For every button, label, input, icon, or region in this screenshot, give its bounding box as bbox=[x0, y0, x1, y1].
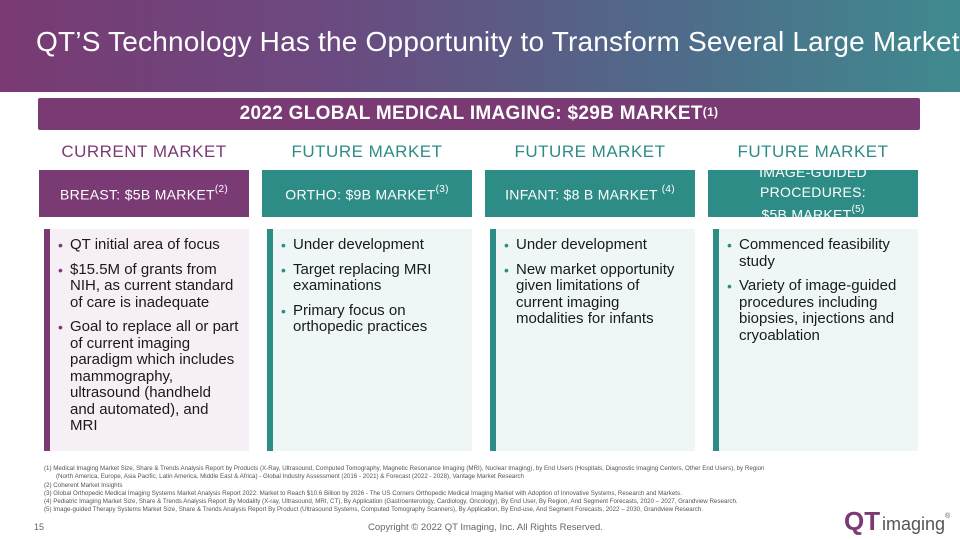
footnote: (3) Global Orthopedic Medical Imaging Sy… bbox=[44, 489, 682, 497]
bullet-item: Target replacing MRI examinations bbox=[281, 261, 462, 295]
banner-footnote-ref: (1) bbox=[702, 105, 719, 119]
slide-title: QT’S Technology Has the Opportunity to T… bbox=[36, 26, 960, 57]
bullet-item: Commenced feasibility study bbox=[727, 236, 908, 270]
copyright-text: Copyright © 2022 QT Imaging, Inc. All Ri… bbox=[368, 522, 603, 533]
footnote: (North America, Europe, Asia Pacific, La… bbox=[56, 473, 524, 481]
market-footnote-ref: (2) bbox=[214, 184, 228, 196]
footnote: (5) Image-guided Therapy Systems Market … bbox=[44, 506, 704, 514]
market-name: ORTHO: $9B MARKET bbox=[285, 186, 436, 203]
logo-word: imaging bbox=[882, 514, 945, 534]
market-footnote-ref: (4) bbox=[661, 184, 675, 196]
column-label-future: FUTURE MARKET bbox=[737, 142, 889, 161]
slide-number: 15 bbox=[34, 522, 45, 532]
market-box-infant: INFANT: $8 B MARKET (4) bbox=[485, 170, 695, 217]
bullet-item: Primary focus on orthopedic practices bbox=[281, 302, 462, 336]
footnote: (4) Pediatric Imaging Market Size, Share… bbox=[44, 498, 738, 506]
footnote: (1) Medical Imaging Market Size, Share &… bbox=[44, 465, 765, 472]
bullet-item: Under development bbox=[281, 236, 462, 254]
qt-imaging-logo: QT imaging ® bbox=[844, 506, 951, 536]
logo-registered-mark: ® bbox=[945, 512, 951, 520]
banner-text: 2022 GLOBAL MEDICAL IMAGING: $29B MARKET bbox=[239, 103, 703, 124]
market-box-image-guided: IMAGE-GUIDED PROCEDURES: $5B MARKET(5) bbox=[708, 164, 918, 223]
market-name-line1: IMAGE-GUIDED PROCEDURES: bbox=[759, 164, 867, 201]
content-box-breast: QT initial area of focus $15.5M of grant… bbox=[44, 229, 249, 451]
content-box-infant: Under development New market opportunity… bbox=[490, 229, 695, 451]
market-banner: 2022 GLOBAL MEDICAL IMAGING: $29B MARKET… bbox=[38, 98, 920, 130]
bullet-item: Under development bbox=[504, 236, 685, 254]
content-box-ortho: Under development Target replacing MRI e… bbox=[267, 229, 472, 451]
column-label-future: FUTURE MARKET bbox=[291, 142, 443, 161]
bullet-item: Variety of image-guided procedures inclu… bbox=[727, 277, 908, 344]
market-box-ortho: ORTHO: $9B MARKET(3) bbox=[262, 170, 472, 217]
market-box-breast: BREAST: $5B MARKET(2) bbox=[39, 170, 249, 217]
market-footnote-ref: (3) bbox=[435, 184, 449, 196]
footnotes: (1) Medical Imaging Market Size, Share &… bbox=[44, 465, 804, 515]
column-label-current: CURRENT MARKET bbox=[61, 142, 227, 161]
footnote: (2) Coherent Market Insights bbox=[44, 481, 123, 489]
logo-letters: QT bbox=[844, 506, 880, 536]
bullet-item: $15.5M of grants from NIH, as current st… bbox=[58, 261, 239, 312]
bullet-item: New market opportunity given limitations… bbox=[504, 261, 685, 328]
bullet-item: QT initial area of focus bbox=[58, 236, 239, 254]
market-name: BREAST: $5B MARKET bbox=[60, 186, 215, 203]
market-name-line2: $5B MARKET bbox=[761, 206, 852, 223]
content-box-image-guided: Commenced feasibility study Variety of i… bbox=[713, 229, 918, 451]
market-name: INFANT: $8 B MARKET bbox=[505, 186, 662, 203]
slide-header: QT’S Technology Has the Opportunity to T… bbox=[0, 0, 960, 92]
column-label-future: FUTURE MARKET bbox=[514, 142, 666, 161]
bullet-item: Goal to replace all or part of current i… bbox=[58, 318, 239, 435]
market-footnote-ref: (5) bbox=[851, 204, 865, 216]
